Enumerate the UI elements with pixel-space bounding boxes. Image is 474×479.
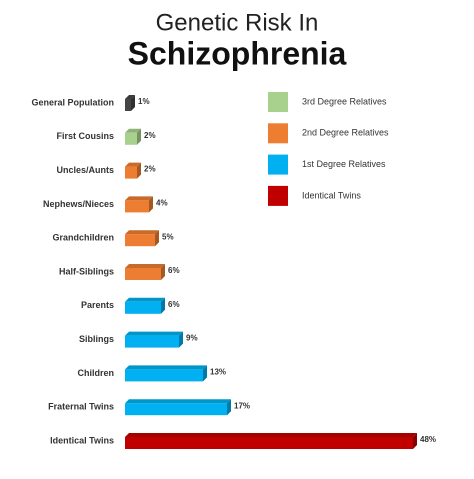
- value-label: 9%: [186, 334, 198, 343]
- value-label: 2%: [144, 165, 156, 174]
- category-label: Siblings: [79, 334, 114, 344]
- bar: [125, 230, 159, 247]
- bar: [125, 196, 153, 213]
- bar: [125, 433, 417, 449]
- category-label: Parents: [81, 300, 114, 310]
- bar: [125, 297, 165, 314]
- bar: [125, 365, 207, 382]
- bar: [125, 399, 231, 416]
- value-label: 5%: [162, 232, 174, 241]
- legend-swatch: [268, 185, 288, 206]
- value-label: 48%: [420, 435, 436, 444]
- legend-label: Identical Twins: [302, 190, 361, 200]
- value-label: 2%: [144, 131, 156, 140]
- legend-label: 3rd Degree Relatives: [302, 96, 387, 106]
- category-label: Nephews/Nieces: [43, 199, 114, 209]
- legend-label: 2nd Degree Relatives: [302, 128, 389, 138]
- value-label: 1%: [138, 97, 150, 106]
- chart-title: Genetic Risk In: [156, 9, 319, 36]
- legend-swatch: [268, 123, 288, 144]
- bar: [125, 162, 141, 179]
- legend-label: 1st Degree Relatives: [302, 159, 386, 169]
- value-label: 4%: [156, 199, 168, 208]
- legend-swatch: [268, 92, 288, 112]
- value-label: 6%: [168, 300, 180, 309]
- legend-swatch: [268, 154, 288, 175]
- value-label: 13%: [210, 368, 226, 377]
- category-label: General Population: [31, 97, 114, 107]
- bar: [125, 95, 135, 111]
- value-label: 6%: [168, 266, 180, 275]
- bar: [125, 128, 141, 145]
- category-label: Uncles/Aunts: [56, 165, 114, 175]
- category-label: Children: [77, 368, 114, 378]
- bar: [125, 331, 183, 348]
- category-label: First Cousins: [56, 131, 114, 141]
- category-label: Fraternal Twins: [48, 402, 114, 412]
- category-label: Identical Twins: [50, 435, 114, 445]
- category-label: Grandchildren: [52, 233, 114, 243]
- bar: [125, 264, 165, 280]
- category-label: Half-Siblings: [59, 266, 114, 276]
- chart-subtitle: Schizophrenia: [128, 35, 347, 71]
- value-label: 17%: [234, 401, 250, 410]
